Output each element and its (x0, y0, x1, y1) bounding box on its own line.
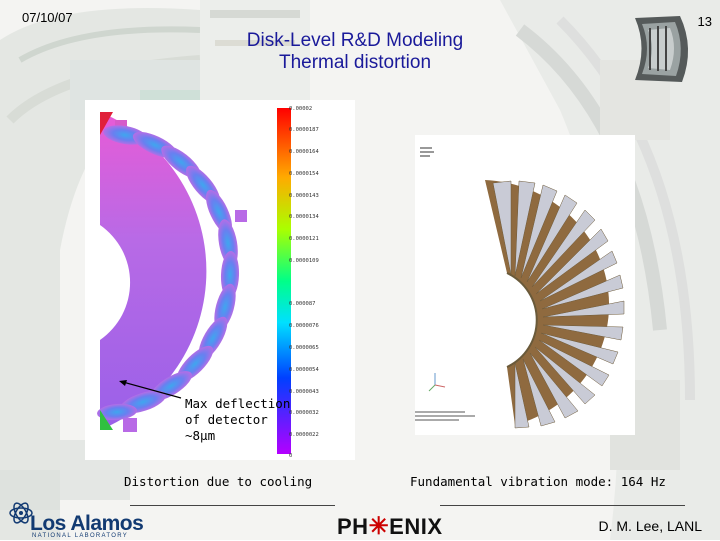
title-line-2: Thermal distortion (278, 52, 432, 73)
scale-label: 0.0000065 (289, 345, 319, 351)
lanl-logo-subtext: NATIONAL LABORATORY (32, 533, 129, 539)
scale-label: 0.00002 (289, 106, 313, 112)
slide-date: 07/10/07 (22, 10, 73, 25)
scale-label: 0.0000134 (289, 214, 319, 220)
detector-thumbnail-image (635, 16, 689, 82)
scale-label: 0.0000022 (289, 432, 319, 438)
annotation-line-3: ~8µm (185, 428, 216, 443)
right-caption: Fundamental vibration mode: 164 Hz (410, 474, 666, 489)
phenix-logo: PH✳ENIX (337, 512, 443, 541)
scale-label: 0.0000187 (289, 127, 319, 133)
annotation-line-1: Max deflection (185, 396, 291, 411)
phenix-logo-left: PH (337, 514, 369, 539)
scale-label: 0.0000032 (289, 410, 319, 416)
phenix-star-icon: ✳ (368, 513, 390, 540)
scale-label: 0.0000164 (289, 149, 319, 155)
footer-divider-right (440, 505, 685, 506)
scale-label: 0 (289, 453, 293, 459)
scale-label: 0.0000109 (289, 258, 319, 264)
max-deflection-annotation: Max deflection of detector ~8µm (185, 396, 290, 444)
page-number: 13 (697, 14, 712, 29)
annotation-line-2: of detector (185, 412, 268, 427)
lanl-logo-text: Los Alamos (30, 512, 144, 535)
left-caption: Distortion due to cooling (124, 474, 313, 489)
scale-label: 0.0000154 (289, 171, 319, 177)
thermal-distortion-panel: 0.00002 0.0000187 0.0000164 0.0000154 0.… (85, 100, 355, 460)
title-line-1: Disk-Level R&D Modeling (246, 30, 464, 51)
scale-label: 0.000087 (289, 301, 316, 307)
vibration-mode-plot (415, 147, 625, 429)
slide-title: Disk-Level R&D Modeling Thermal distorti… (190, 30, 520, 74)
scale-label: 0.0000054 (289, 367, 319, 373)
lanl-logo-icon (9, 502, 33, 524)
author-credit: D. M. Lee, LANL (598, 518, 703, 534)
vibration-mode-panel (415, 135, 635, 435)
scale-label: 0.0000121 (289, 236, 319, 242)
footer-divider-left (130, 505, 335, 506)
scale-label: 0.0000043 (289, 389, 319, 395)
color-scale-labels: 0.00002 0.0000187 0.0000164 0.0000154 0.… (289, 106, 349, 459)
scale-label: 0.0000143 (289, 193, 319, 199)
scale-label: 0.0000076 (289, 323, 319, 329)
thermal-distortion-plot (97, 108, 291, 454)
phenix-logo-right: ENIX (389, 514, 443, 539)
